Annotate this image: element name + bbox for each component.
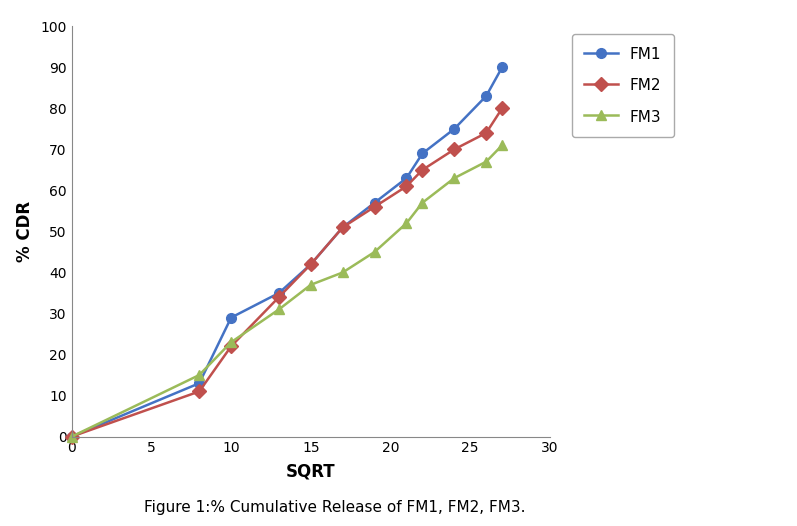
FM1 xyxy=(370,199,379,206)
Line: FM1: FM1 xyxy=(67,63,507,441)
FM2 xyxy=(497,105,507,112)
FM3 xyxy=(194,372,204,378)
FM3 xyxy=(306,281,316,288)
Line: FM3: FM3 xyxy=(67,140,507,441)
Y-axis label: % CDR: % CDR xyxy=(16,201,33,262)
FM3 xyxy=(402,220,411,226)
FM2 xyxy=(370,204,379,210)
FM1 xyxy=(67,433,77,440)
FM2 xyxy=(481,130,491,136)
X-axis label: SQRT: SQRT xyxy=(286,462,336,480)
FM1 xyxy=(402,175,411,181)
FM2 xyxy=(67,433,77,440)
FM3 xyxy=(418,199,427,206)
FM2 xyxy=(306,261,316,267)
FM3 xyxy=(450,175,459,181)
FM1 xyxy=(274,290,284,296)
FM1 xyxy=(306,261,316,267)
FM3 xyxy=(274,306,284,312)
FM1 xyxy=(338,224,347,230)
FM2 xyxy=(338,224,347,230)
FM3 xyxy=(370,249,379,255)
FM3 xyxy=(226,339,236,346)
FM2 xyxy=(226,343,236,349)
Legend: FM1, FM2, FM3: FM1, FM2, FM3 xyxy=(572,34,673,137)
FM2 xyxy=(194,388,204,394)
FM1 xyxy=(450,126,459,132)
Text: Figure 1:% Cumulative Release of FM1, FM2, FM3.: Figure 1:% Cumulative Release of FM1, FM… xyxy=(144,500,525,515)
FM1 xyxy=(226,315,236,321)
FM1 xyxy=(418,150,427,157)
Line: FM2: FM2 xyxy=(67,104,507,441)
FM3 xyxy=(497,142,507,148)
FM2 xyxy=(274,294,284,300)
FM2 xyxy=(418,167,427,173)
FM1 xyxy=(481,93,491,99)
FM3 xyxy=(338,269,347,276)
FM2 xyxy=(450,146,459,153)
FM3 xyxy=(67,433,77,440)
FM1 xyxy=(194,380,204,387)
FM1 xyxy=(497,64,507,70)
FM3 xyxy=(481,158,491,165)
FM2 xyxy=(402,183,411,189)
